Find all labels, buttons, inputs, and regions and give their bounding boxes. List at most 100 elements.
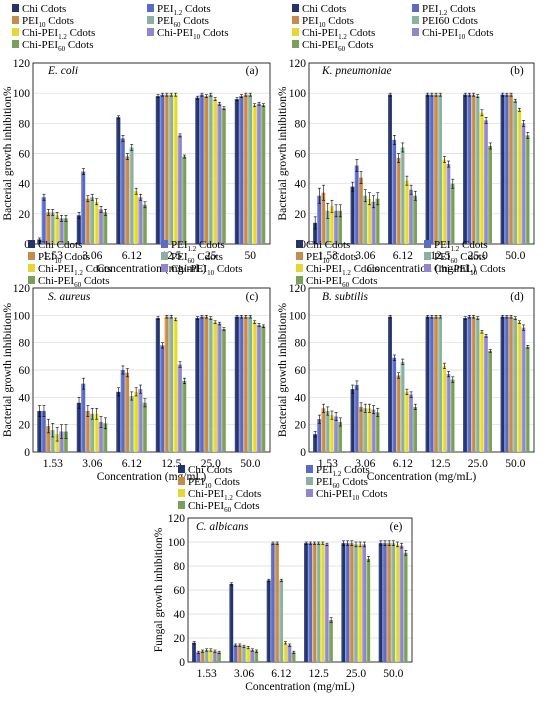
- x-tick-label: 1.53: [318, 250, 338, 262]
- bar-highlight: [261, 326, 263, 452]
- bar: [270, 543, 275, 662]
- bar-highlight: [338, 421, 340, 452]
- legend-label-subscript: 10: [207, 269, 215, 277]
- bar: [125, 372, 130, 452]
- bar-highlight: [252, 105, 254, 244]
- bar: [358, 177, 363, 244]
- bar-highlight: [375, 198, 378, 244]
- bar: [133, 191, 138, 244]
- bar-highlight: [59, 431, 61, 452]
- bar-highlight: [81, 171, 83, 244]
- bar-highlight: [196, 652, 198, 662]
- bar: [475, 96, 480, 244]
- legend-label-subscript: 60: [58, 45, 66, 53]
- bar-highlight: [312, 543, 314, 662]
- bar-highlight: [329, 206, 332, 244]
- bar: [363, 195, 367, 244]
- bar: [125, 156, 130, 244]
- bar: [387, 543, 391, 662]
- bar: [378, 543, 383, 662]
- bar-highlight: [363, 408, 365, 452]
- bar-highlight: [129, 147, 131, 244]
- bars: [313, 315, 530, 452]
- bar-highlight: [463, 318, 465, 452]
- bar-highlight: [94, 201, 96, 244]
- bar-highlight: [382, 543, 385, 662]
- legend-label-tail: Cdots: [351, 263, 379, 275]
- bar: [367, 198, 372, 244]
- bar-highlight: [221, 108, 224, 244]
- bar-highlight: [270, 543, 273, 662]
- bar-highlight: [317, 195, 319, 244]
- legend-label-subscript: 1.2: [188, 245, 197, 253]
- bar-highlight: [54, 434, 57, 452]
- bar: [164, 316, 169, 452]
- legend-label-text: PEI: [316, 476, 333, 488]
- bar-highlight: [234, 99, 237, 244]
- legend-label: Chi-PEI10 Cdots: [434, 263, 506, 277]
- y-tick-label: 20: [19, 420, 31, 432]
- bar: [504, 94, 509, 244]
- bar-highlight: [467, 316, 469, 452]
- x-tick-label: 50.0: [505, 250, 525, 262]
- legend-label: PEI10 Cdots: [306, 251, 358, 265]
- bar: [467, 316, 472, 452]
- bar: [41, 411, 46, 452]
- legend-label: Chi Cdots: [302, 3, 346, 15]
- bar: [81, 383, 86, 452]
- bar: [252, 105, 257, 244]
- bar: [446, 374, 451, 452]
- legend-label-text: Chi Cdots: [306, 239, 350, 251]
- bars: [192, 540, 408, 662]
- bar: [513, 318, 517, 452]
- legend-swatch: [296, 264, 303, 272]
- bar-highlight: [396, 375, 398, 452]
- bar-highlight: [248, 94, 250, 244]
- y-tick-label: 60: [295, 149, 307, 161]
- bar: [388, 316, 392, 452]
- bar-highlight: [433, 94, 436, 244]
- bar: [256, 103, 261, 244]
- y-axis-title: Bacterial growth inhibition%: [2, 303, 14, 438]
- bar: [217, 652, 221, 662]
- bar: [90, 413, 95, 452]
- bar: [392, 139, 397, 244]
- x-tick-label: 12.5: [161, 458, 181, 470]
- legend-swatch: [178, 465, 185, 473]
- bar-highlight: [291, 652, 294, 662]
- y-tick-label: 100: [13, 88, 31, 100]
- bar: [41, 197, 46, 244]
- legend-label-subscript: 60: [74, 281, 82, 289]
- legend-label: PEI60 Cdots: [316, 476, 368, 490]
- bar-highlight: [363, 195, 365, 244]
- bar-highlight: [521, 327, 523, 452]
- bar-highlight: [155, 96, 158, 244]
- bar-highlight: [233, 645, 235, 662]
- y-tick-label: 20: [174, 633, 186, 645]
- legend-label-subscript: 10: [55, 257, 63, 265]
- bar: [103, 212, 108, 244]
- legend-label-tail: Cdots: [67, 27, 95, 39]
- legend-label: Chi-PEI10 Cdots: [422, 27, 494, 41]
- bar-highlight: [504, 316, 507, 452]
- bar: [446, 164, 451, 244]
- bar-highlight: [353, 544, 356, 662]
- bar-highlight: [442, 159, 444, 244]
- legend-label-text: PEI: [171, 251, 188, 263]
- legend-label: Chi-PEI60 Cdots: [302, 39, 374, 53]
- y-tick-label: 100: [289, 88, 307, 100]
- bar-highlight: [254, 651, 256, 662]
- bar-highlight: [138, 197, 140, 244]
- bar: [233, 645, 238, 662]
- bar-highlight: [204, 650, 206, 662]
- x-axis: 1.53 3.06 6.12 12.5 25.0 50.0: [43, 458, 261, 470]
- legend-label-tail: Cdots: [341, 464, 369, 476]
- y-tick-label: 60: [295, 365, 307, 377]
- bar: [320, 543, 325, 662]
- bar-highlight: [488, 145, 490, 244]
- legend-swatch: [306, 489, 313, 497]
- x-tick-label: 25.0: [468, 250, 488, 262]
